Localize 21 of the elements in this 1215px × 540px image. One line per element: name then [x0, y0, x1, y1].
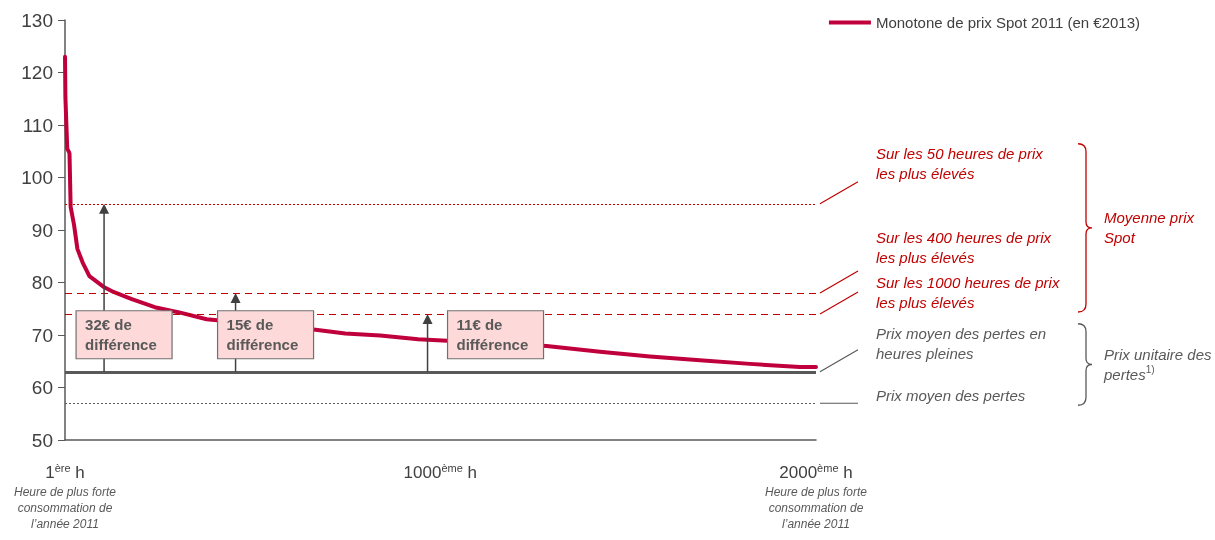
y-tick-label: 90 — [31, 219, 53, 241]
ref-line-label: Sur les 1000 heures de prix les plus élevés — [876, 273, 1060, 311]
y-tick-label: 110 — [22, 114, 53, 136]
y-tick-label: 100 — [21, 167, 53, 188]
y-tick-label: 70 — [31, 324, 53, 346]
ref-line-label: Sur les 50 heures de prix les plus élevés — [876, 145, 1044, 183]
y-tick-label: 120 — [21, 62, 53, 83]
y-tick-label: 60 — [31, 377, 53, 398]
ref-line-label: Sur les 400 heures de prix les plus élevés — [876, 228, 1052, 266]
annotation: 32€ de différence — [85, 316, 157, 354]
annotation: 11€ de différence — [456, 316, 529, 354]
legend-label: Monotone de prix Spot 2011 (en €2013) — [875, 14, 1140, 31]
text: Moyenne prix Spot — [1104, 209, 1195, 247]
y-tick-label: 130 — [21, 9, 53, 31]
annotation: 15€ de différence — [226, 316, 299, 354]
y-tick-label: 80 — [31, 272, 53, 293]
ref-line-label: Prix moyen des pertes en heures pleines — [876, 325, 1047, 363]
y-tick-label: 50 — [31, 429, 53, 451]
ref-line-label: Prix moyen des pertes — [876, 386, 1026, 404]
text: Heure de plus forte consommation de l’année 2011 — [764, 485, 868, 531]
text: Heure de plus forte consommation de l’année 2011 — [13, 485, 117, 531]
